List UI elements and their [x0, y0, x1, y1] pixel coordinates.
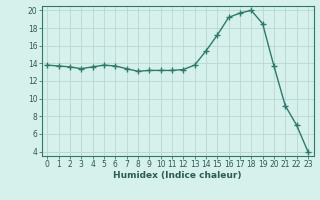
- X-axis label: Humidex (Indice chaleur): Humidex (Indice chaleur): [113, 171, 242, 180]
